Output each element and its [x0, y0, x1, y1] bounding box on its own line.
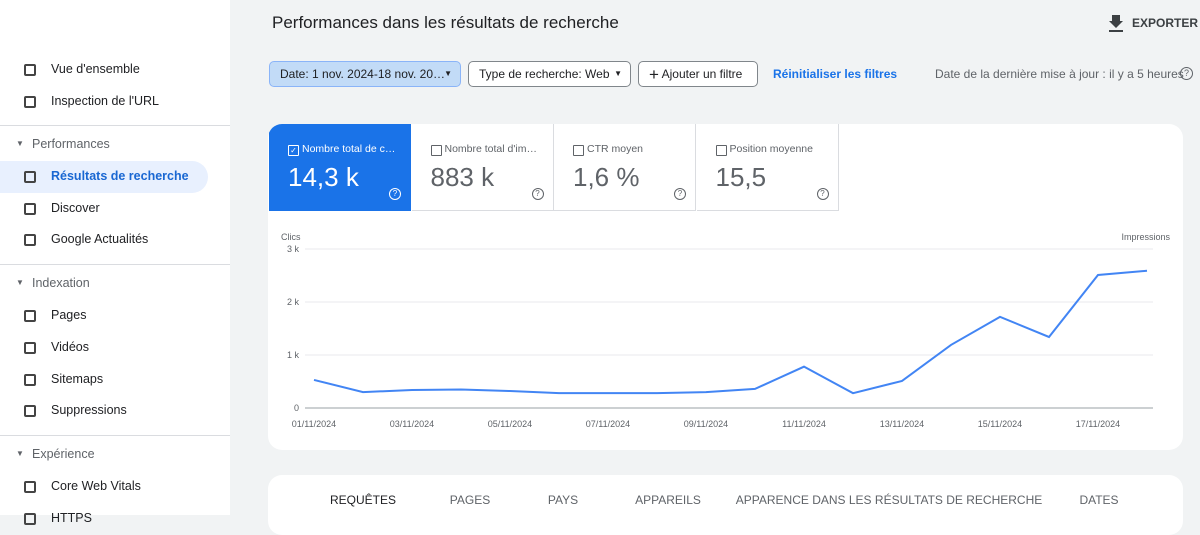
nav-item[interactable]: Inspection de l'URL [51, 93, 160, 108]
nav-item[interactable]: Google Actualités [51, 232, 149, 247]
x-tick-label: 17/11/2024 [1076, 419, 1120, 429]
nav-item[interactable]: Résultats de recherche [51, 169, 189, 183]
metric-card[interactable]: ✓ Nombre total de c… 14,3 k? [269, 124, 411, 211]
tab[interactable]: REQUÊTES [329, 493, 397, 507]
metric-label: CTR moyen [587, 143, 644, 155]
section-arrow: ▼ [16, 278, 24, 288]
help-icon: ? [674, 188, 686, 200]
x-tick-label: 03/11/2024 [390, 419, 434, 429]
date-filter-label: Date: 1 nov. 2024-18 nov. 20… [280, 67, 445, 81]
tab[interactable]: APPAREILS [635, 493, 701, 507]
nav-icon [24, 341, 36, 354]
tabs-card: REQUÊTES PAGES PAYS APPAREILS APPARENCE DANS… [268, 475, 1183, 535]
line-series [313, 269, 1148, 395]
section-arrow: ▼ [16, 448, 24, 458]
section-title[interactable]: Expérience [32, 446, 95, 461]
metric-value: 883 k [430, 162, 495, 192]
page-title: Performances dans les résultats de reche… [272, 13, 619, 32]
nav-icon [24, 310, 36, 323]
nav-item[interactable]: Core Web Vitals [51, 478, 141, 493]
tab[interactable]: APPARENCE DANS LES RÉSULTATS DE RECHERCH… [735, 493, 1043, 507]
checkbox [715, 145, 727, 156]
nav-item[interactable]: Suppressions [51, 403, 127, 418]
tab[interactable]: PAGES [449, 493, 491, 507]
y-tick-label: 2 k [287, 297, 300, 307]
metric-value: 14,3 k [288, 162, 359, 192]
tab[interactable]: DATES [1079, 493, 1119, 507]
x-tick-label: 01/11/2024 [292, 419, 336, 429]
metric-label: Nombre total d'im… [444, 143, 537, 155]
checkbox [573, 145, 584, 156]
nav-item[interactable]: Sitemaps [51, 371, 104, 386]
nav-icon [24, 512, 36, 525]
x-tick-label: 11/11/2024 [782, 419, 826, 429]
nav-icon [24, 480, 36, 493]
nav-icon [24, 64, 36, 76]
date-filter[interactable]: Date: 1 nov. 2024-18 nov. 20… ▼ [269, 61, 461, 87]
checkbox [430, 145, 442, 156]
reset-filters[interactable]: Réinitialiser les filtres [773, 67, 898, 81]
y-tick-label: 1 k [287, 350, 300, 360]
nav-item[interactable]: Vidéos [51, 339, 89, 354]
x-tick-label: 05/11/2024 [488, 419, 532, 429]
sidebar: Vue d'ensemble Inspection de l'URL ▼ Perfor… [0, 0, 230, 525]
tab[interactable]: PAYS [547, 493, 579, 507]
help-icon: ? [816, 188, 829, 200]
nav-item[interactable]: Discover [51, 200, 100, 215]
separator [0, 434, 230, 436]
help-icon[interactable]: ? [1180, 67, 1193, 80]
section-title[interactable]: Indexation [32, 276, 90, 291]
x-tick-label: 15/11/2024 [978, 419, 1022, 429]
y-tick-label: 3 k [287, 244, 300, 254]
y-axis-label: Clics [281, 232, 301, 242]
add-filter[interactable]: + Ajouter un filtre [638, 61, 758, 87]
type-filter-label: Type de recherche: Web [479, 67, 610, 81]
checkbox: ✓ [288, 145, 299, 156]
nav-item[interactable]: Pages [51, 308, 87, 323]
nav-icon [24, 405, 36, 418]
metric-card[interactable]: CTR moyen 1,6 %? [554, 124, 696, 211]
chart: Clics Impressions 0 1 k 2 k 3 k 01/11/2024 03… [281, 232, 1171, 429]
y2-axis-label: Impressions [1121, 232, 1170, 242]
metric-value: 15,5 [715, 162, 767, 192]
nav-icon [24, 171, 36, 183]
section-arrow: ▼ [16, 139, 24, 148]
y-tick-label: 0 [294, 403, 299, 413]
nav-icon [24, 202, 36, 215]
metric-value: 1,6 % [573, 162, 640, 192]
metric-card[interactable]: Nombre total d'im… 883 k? [411, 124, 554, 211]
type-filter[interactable]: Type de recherche: Web ▼ [468, 61, 631, 87]
x-tick-label: 13/11/2024 [880, 419, 924, 429]
metric-label: Position moyenne [729, 143, 813, 155]
last-update: Date de la dernière mise à jour : il y a… [935, 67, 1184, 81]
x-tick-label: 09/11/2024 [684, 419, 728, 429]
separator [0, 125, 230, 126]
add-filter-label: Ajouter un filtre [661, 67, 743, 81]
nav-icon [24, 95, 36, 108]
section-title[interactable]: Performances [32, 137, 110, 151]
metric-card[interactable]: Position moyenne 15,5? [696, 124, 839, 211]
nav-icon [24, 373, 36, 386]
download-icon [1109, 15, 1123, 32]
nav-item[interactable]: Vue d'ensemble [51, 62, 140, 76]
performance-card: Clics Impressions 0 1 k 2 k 3 k 01/11/2024 03… [268, 124, 1183, 450]
nav-icon [24, 234, 36, 247]
help-icon: ? [531, 188, 544, 200]
metric-label: Nombre total de c… [302, 143, 396, 155]
x-tick-label: 07/11/2024 [586, 419, 630, 429]
export-button[interactable]: EXPORTER [1132, 16, 1199, 30]
separator [0, 264, 230, 266]
help-icon: ? [389, 188, 401, 200]
nav-item[interactable]: HTTPS [51, 510, 92, 525]
